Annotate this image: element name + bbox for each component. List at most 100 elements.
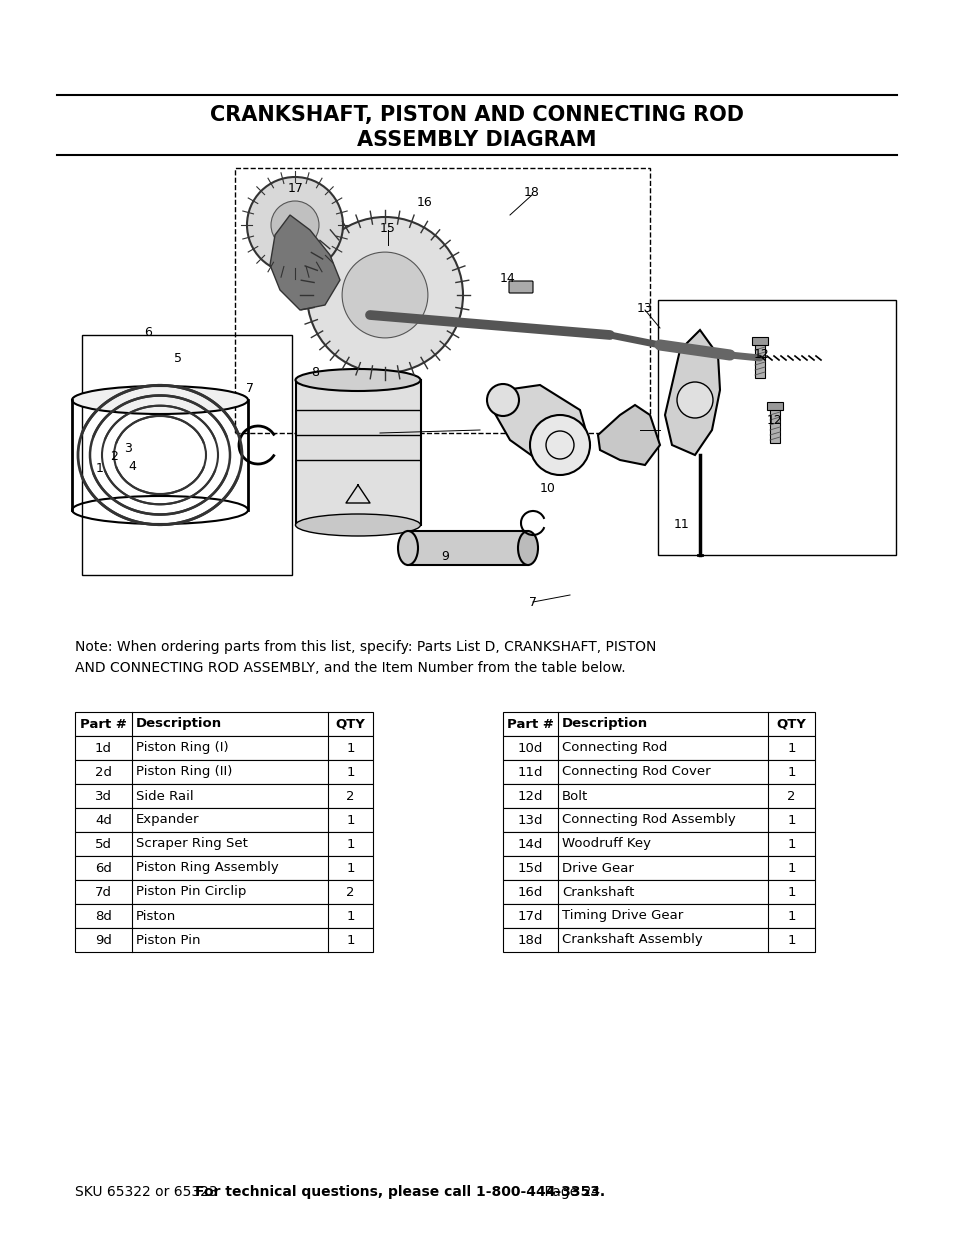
Bar <box>754 340 764 378</box>
Circle shape <box>677 382 712 417</box>
Polygon shape <box>490 385 589 466</box>
Text: 5: 5 <box>173 352 182 364</box>
Text: 2: 2 <box>346 885 355 899</box>
Bar <box>75 856 373 881</box>
Text: Scraper Ring Set: Scraper Ring Set <box>136 837 248 851</box>
Text: 2d: 2d <box>95 766 112 778</box>
Bar <box>502 832 814 856</box>
Text: 17: 17 <box>288 182 304 194</box>
Text: 8d: 8d <box>95 909 112 923</box>
Text: Bolt: Bolt <box>561 789 588 803</box>
Bar <box>75 736 373 760</box>
Text: 5d: 5d <box>95 837 112 851</box>
Text: SKU 65322 or 65323: SKU 65322 or 65323 <box>75 1186 222 1199</box>
Text: 1: 1 <box>346 814 355 826</box>
Bar <box>769 405 780 443</box>
Text: 15: 15 <box>379 221 395 235</box>
Text: 12d: 12d <box>517 789 542 803</box>
Circle shape <box>307 217 462 373</box>
Circle shape <box>530 415 589 475</box>
Text: Side Rail: Side Rail <box>136 789 193 803</box>
Text: 1: 1 <box>786 766 795 778</box>
Text: Description: Description <box>136 718 222 730</box>
Bar <box>502 760 814 784</box>
Text: QTY: QTY <box>776 718 805 730</box>
Text: 12: 12 <box>766 414 782 426</box>
Ellipse shape <box>397 531 417 564</box>
Text: Piston Ring Assembly: Piston Ring Assembly <box>136 862 278 874</box>
Text: 9d: 9d <box>95 934 112 946</box>
Text: 11d: 11d <box>517 766 542 778</box>
Text: Connecting Rod: Connecting Rod <box>561 741 667 755</box>
Text: Page 24: Page 24 <box>526 1186 599 1199</box>
Bar <box>75 904 373 927</box>
Text: 1: 1 <box>786 862 795 874</box>
Text: 1: 1 <box>786 934 795 946</box>
Circle shape <box>247 177 343 273</box>
Text: Expander: Expander <box>136 814 199 826</box>
Bar <box>502 904 814 927</box>
Text: 13: 13 <box>637 301 652 315</box>
Text: 7d: 7d <box>95 885 112 899</box>
Bar <box>75 832 373 856</box>
Bar <box>658 300 895 555</box>
Text: 18: 18 <box>523 186 539 200</box>
Text: Connecting Rod Assembly: Connecting Rod Assembly <box>561 814 735 826</box>
Text: Part #: Part # <box>80 718 127 730</box>
Text: Note: When ordering parts from this list, specify: Parts List D, CRANKSHAFT, PIS: Note: When ordering parts from this list… <box>75 640 656 674</box>
Polygon shape <box>598 405 659 466</box>
Text: 1: 1 <box>786 837 795 851</box>
Text: 10: 10 <box>539 482 556 494</box>
Polygon shape <box>664 330 720 454</box>
Text: Piston Ring (II): Piston Ring (II) <box>136 766 233 778</box>
Text: Piston Pin Circlip: Piston Pin Circlip <box>136 885 246 899</box>
Bar <box>502 713 814 736</box>
Text: 4d: 4d <box>95 814 112 826</box>
Bar <box>295 380 420 525</box>
Text: CRANKSHAFT, PISTON AND CONNECTING ROD: CRANKSHAFT, PISTON AND CONNECTING ROD <box>210 105 743 125</box>
Text: Connecting Rod Cover: Connecting Rod Cover <box>561 766 710 778</box>
Text: Piston: Piston <box>136 909 176 923</box>
Text: Timing Drive Gear: Timing Drive Gear <box>561 909 682 923</box>
Bar <box>502 927 814 952</box>
Text: 7: 7 <box>529 595 537 609</box>
Bar <box>75 713 373 736</box>
Ellipse shape <box>517 531 537 564</box>
Text: 1: 1 <box>346 862 355 874</box>
Text: ASSEMBLY DIAGRAM: ASSEMBLY DIAGRAM <box>356 130 597 149</box>
Text: Description: Description <box>561 718 647 730</box>
Bar <box>75 808 373 832</box>
Circle shape <box>342 252 428 338</box>
Ellipse shape <box>71 387 248 414</box>
Circle shape <box>486 384 518 416</box>
Text: 16d: 16d <box>517 885 542 899</box>
Bar <box>502 856 814 881</box>
Text: 1: 1 <box>786 741 795 755</box>
Bar <box>82 335 292 576</box>
Text: 14: 14 <box>499 272 516 284</box>
Bar <box>502 736 814 760</box>
Text: 2: 2 <box>786 789 795 803</box>
Text: 1: 1 <box>786 885 795 899</box>
Text: 1: 1 <box>346 766 355 778</box>
FancyBboxPatch shape <box>509 282 533 293</box>
Bar <box>75 784 373 808</box>
Text: 1: 1 <box>96 462 104 474</box>
Bar <box>766 403 782 410</box>
Text: 15d: 15d <box>517 862 542 874</box>
Bar <box>502 808 814 832</box>
Text: Piston Pin: Piston Pin <box>136 934 200 946</box>
Text: 9: 9 <box>440 550 449 562</box>
Text: 13d: 13d <box>517 814 542 826</box>
Text: 1: 1 <box>786 814 795 826</box>
Text: For technical questions, please call 1-800-444-3353.: For technical questions, please call 1-8… <box>194 1186 604 1199</box>
Text: 10d: 10d <box>517 741 542 755</box>
Text: 8: 8 <box>311 367 318 379</box>
Bar <box>751 337 767 345</box>
Text: Piston Ring (I): Piston Ring (I) <box>136 741 229 755</box>
Text: Woodruff Key: Woodruff Key <box>561 837 650 851</box>
Text: 6: 6 <box>144 326 152 340</box>
Ellipse shape <box>295 369 420 391</box>
Text: 14d: 14d <box>517 837 542 851</box>
Text: 3: 3 <box>124 441 132 454</box>
